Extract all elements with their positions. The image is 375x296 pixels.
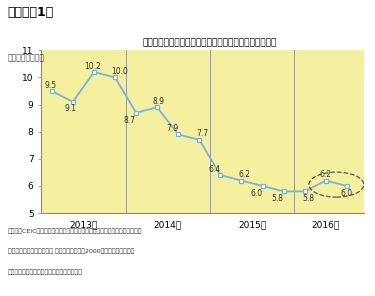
Text: 7.9: 7.9 (166, 124, 178, 133)
Text: 2014年: 2014年 (154, 221, 182, 230)
Text: 9.5: 9.5 (45, 81, 57, 90)
Text: 2015年: 2015年 (238, 221, 266, 230)
Text: （注２）累計で公表されるデータを元に推定: （注２）累計で公表されるデータを元に推定 (8, 269, 82, 275)
Text: 5.8: 5.8 (272, 194, 284, 203)
Text: 9.1: 9.1 (65, 104, 77, 113)
Text: 6.4: 6.4 (208, 165, 220, 174)
Text: 工業生産（実質付加価値ベース、一定規模以上）の推移: 工業生産（実質付加価値ベース、一定規模以上）の推移 (143, 38, 277, 47)
Text: 7.7: 7.7 (196, 129, 208, 139)
Text: 10.2: 10.2 (84, 62, 101, 70)
Text: 6.0: 6.0 (250, 189, 262, 198)
Text: （図表－1）: （図表－1） (8, 6, 54, 19)
Text: 2016年: 2016年 (312, 221, 340, 230)
Text: 8.7: 8.7 (124, 116, 136, 125)
Text: 2013年: 2013年 (69, 221, 98, 230)
Text: 6.0: 6.0 (341, 189, 353, 198)
Text: 6.2: 6.2 (238, 170, 250, 179)
Text: （注１）一定規模以上とは 本業の年間売上高2000万元以上の工業企業: （注１）一定規模以上とは 本業の年間売上高2000万元以上の工業企業 (8, 249, 134, 254)
Text: 10.0: 10.0 (111, 67, 128, 76)
Text: 8.9: 8.9 (152, 97, 164, 106)
Text: （前年同期比％）: （前年同期比％） (8, 53, 45, 62)
Text: 6.2: 6.2 (320, 170, 332, 179)
Text: 5.8: 5.8 (302, 194, 314, 203)
Text: （資料）CEIC（中国国家統計局）のデータを元にニッセイ基礎研究所で推定: （資料）CEIC（中国国家統計局）のデータを元にニッセイ基礎研究所で推定 (8, 228, 142, 234)
